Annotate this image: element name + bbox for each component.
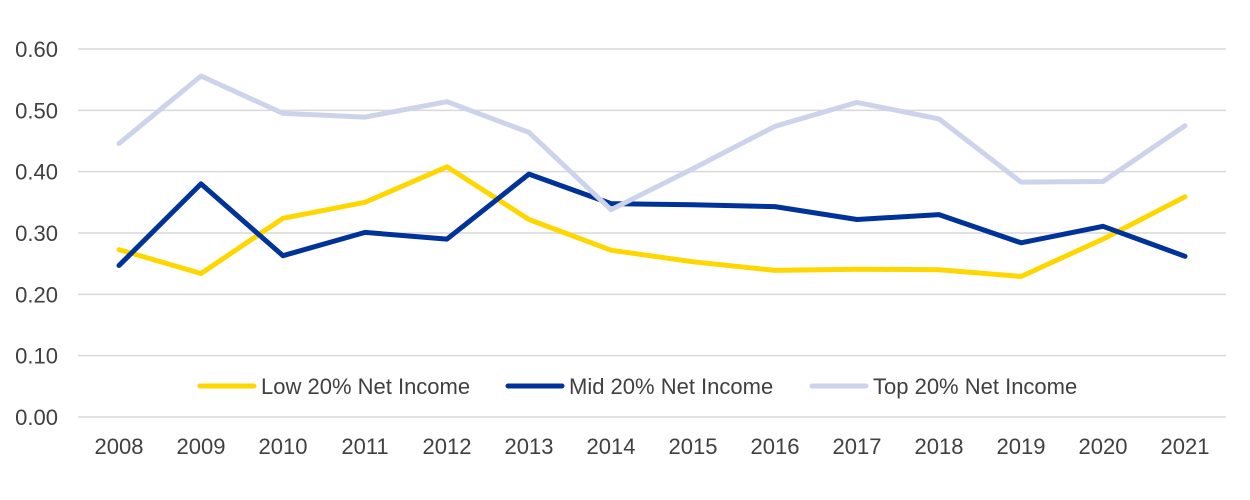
series-line-low-20-net-income [116, 164, 1188, 279]
x-tick-label: 2008 [95, 434, 144, 459]
x-tick-label: 2009 [177, 434, 226, 459]
y-tick-label: 0.30 [15, 221, 58, 246]
x-tick-label: 2013 [505, 434, 554, 459]
gridlines [78, 48, 1226, 418]
y-tick-label: 0.50 [15, 98, 58, 123]
legend: Low 20% Net Income Mid 20% Net Income Top … [197, 374, 1077, 399]
x-tick-label: 2010 [259, 434, 308, 459]
y-tick-label: 0.60 [15, 37, 58, 62]
x-tick-label: 2012 [423, 434, 472, 459]
legend-item: Top 20% Net Income [809, 374, 1077, 399]
x-tick-label: 2011 [341, 434, 388, 459]
x-tick-label: 2021 [1161, 434, 1210, 459]
y-tick-label: 0.20 [15, 282, 58, 307]
x-tick-label: 2019 [997, 434, 1046, 459]
x-tick-label: 2016 [751, 434, 800, 459]
y-tick-label: 0.10 [15, 344, 58, 369]
legend-item: Mid 20% Net Income [505, 374, 773, 399]
x-tick-label: 2014 [587, 434, 636, 459]
y-tick-label: 0.40 [15, 160, 58, 185]
legend-item: Low 20% Net Income [197, 374, 470, 399]
y-axis-tick-labels: 0.00 0.10 0.20 0.30 0.40 0.50 0.60 [15, 37, 58, 430]
series-line-mid-20-net-income [116, 171, 1188, 268]
legend-label: Top 20% Net Income [873, 374, 1077, 399]
x-tick-label: 2018 [915, 434, 964, 459]
series-line-top-20-net-income [116, 73, 1188, 213]
x-axis-tick-labels: 2008 2009 2010 2011 2012 2013 2014 2015 2016 2017… [95, 434, 1210, 459]
x-tick-label: 2020 [1079, 434, 1128, 459]
legend-label: Mid 20% Net Income [569, 374, 773, 399]
series-lines [116, 73, 1188, 279]
legend-label: Low 20% Net Income [261, 374, 470, 399]
x-tick-label: 2017 [833, 434, 882, 459]
x-tick-label: 2015 [669, 434, 718, 459]
y-tick-label: 0.00 [15, 405, 58, 430]
